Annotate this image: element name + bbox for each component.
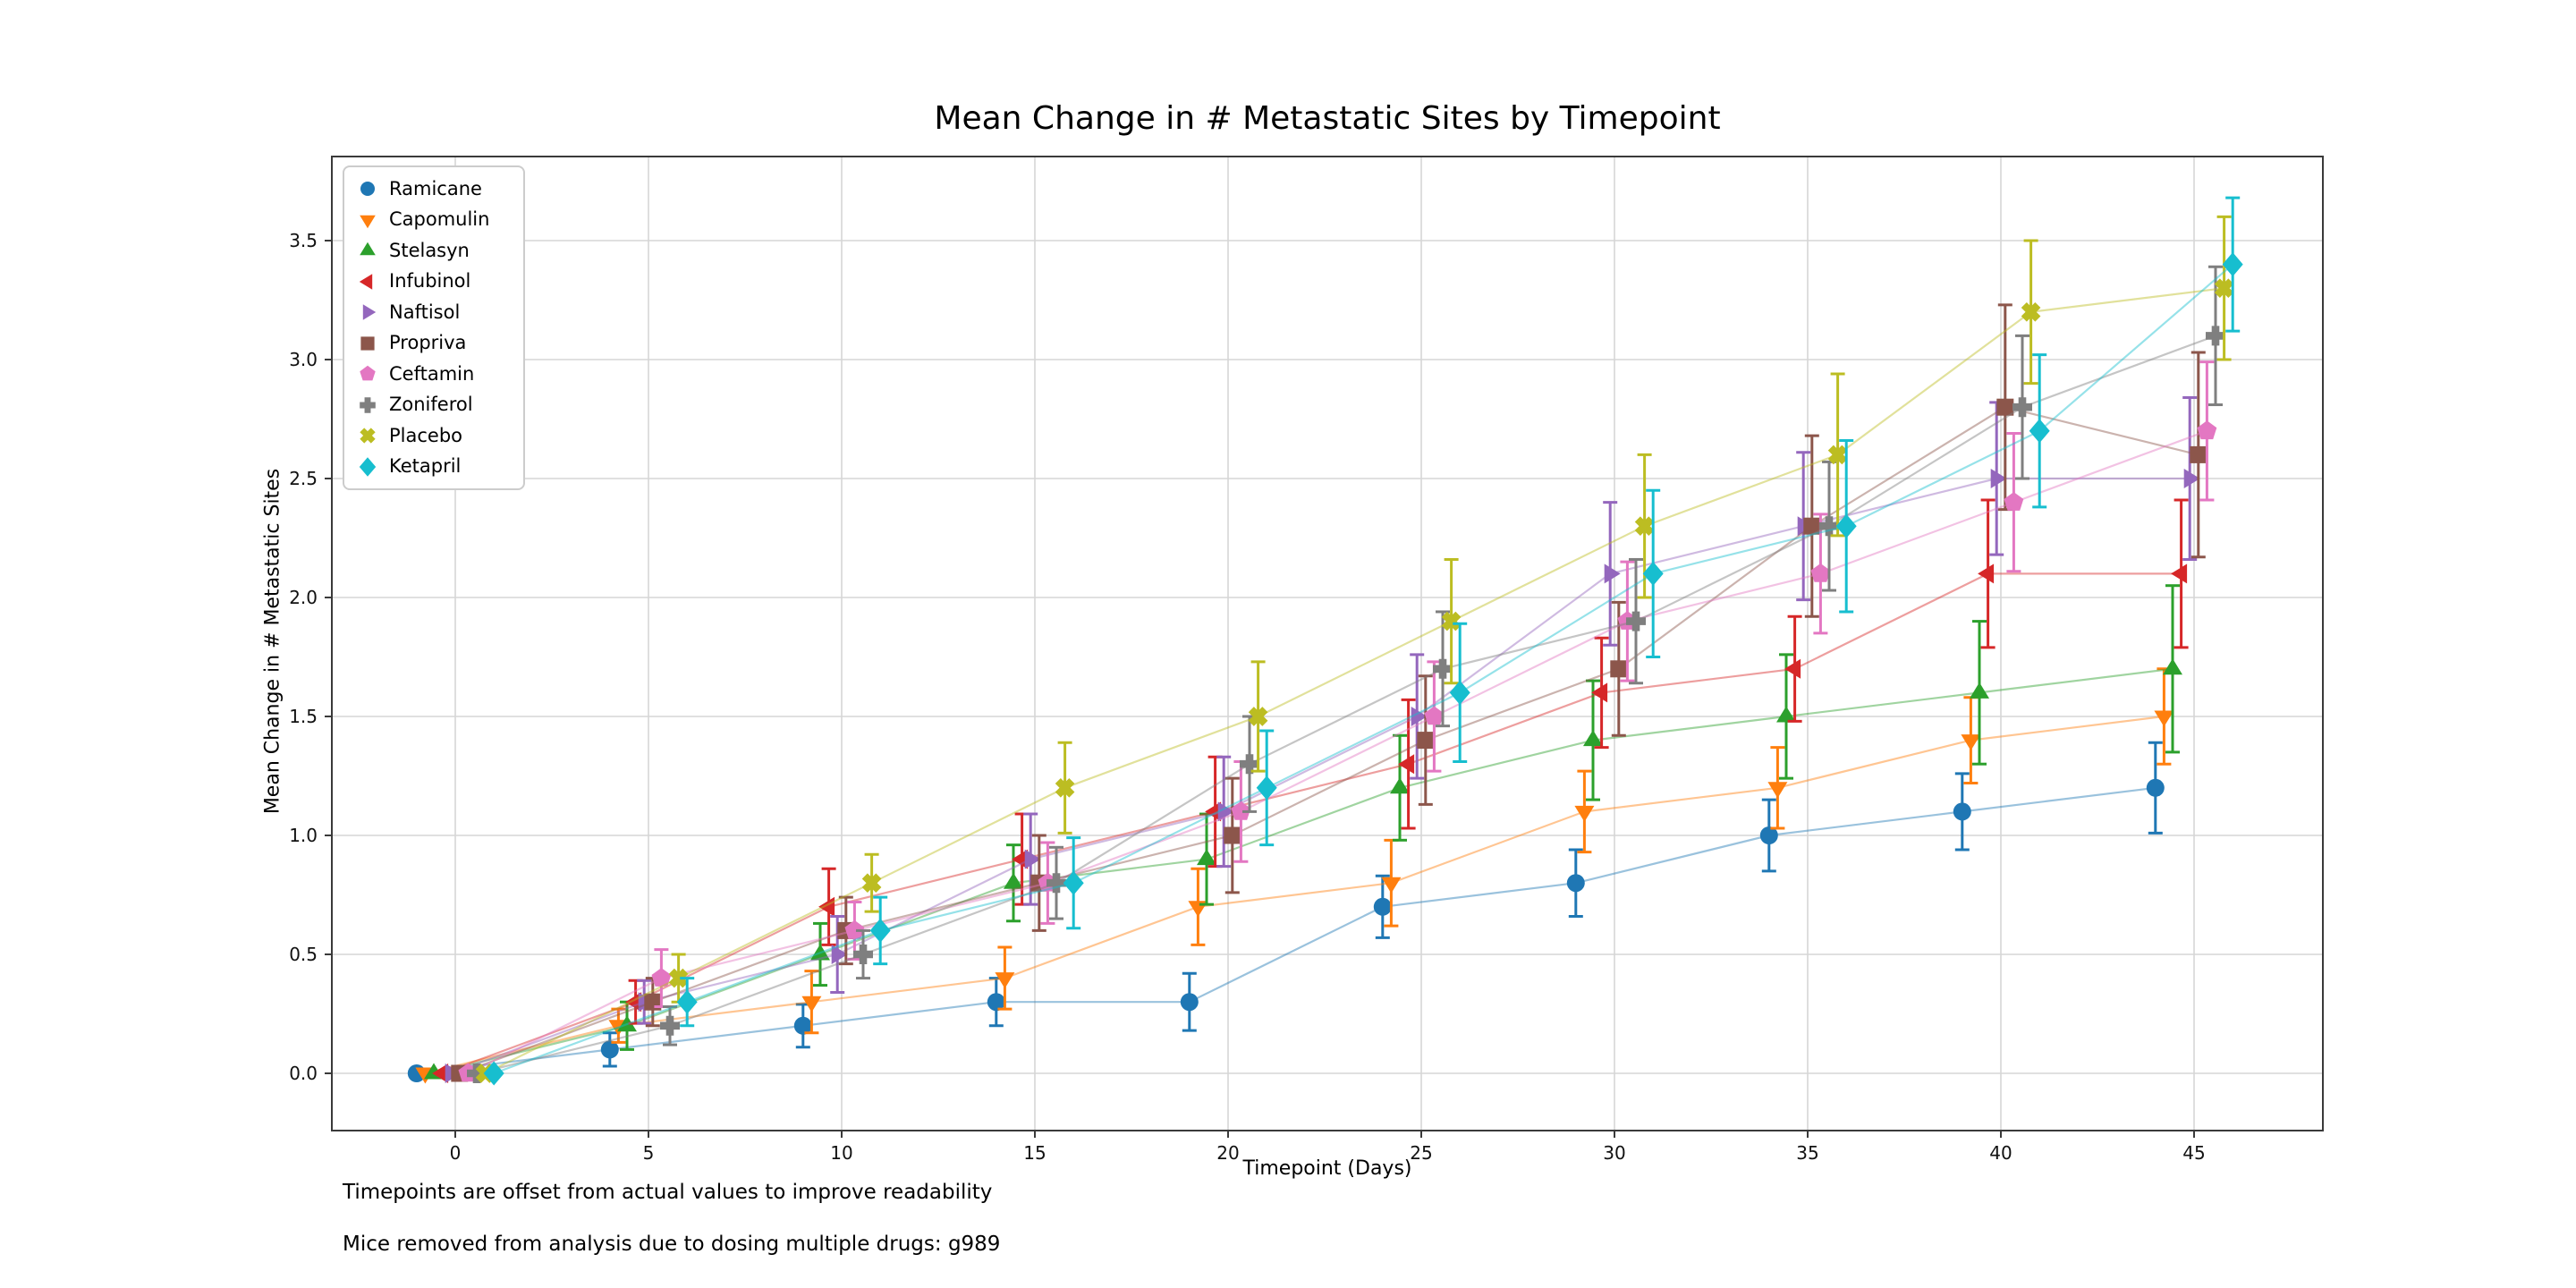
legend-label: Ceftamin: [389, 362, 475, 385]
svg-text:25: 25: [1410, 1142, 1432, 1164]
legend-item-stelasyn: Stelasyn: [344, 238, 523, 263]
legend-item-naftisol: Naftisol: [344, 300, 523, 325]
legend-marker-icon: [362, 304, 377, 321]
legend-item-placebo: Placebo: [344, 423, 523, 448]
annotation-removed-note: Mice removed from analysis due to dosing…: [343, 1233, 1001, 1256]
legend-label: Stelasyn: [389, 239, 470, 261]
series-ceftamin: [458, 360, 2217, 1082]
legend-label: Naftisol: [389, 301, 461, 323]
svg-text:30: 30: [1603, 1142, 1625, 1164]
legend-item-zoniferol: Zoniferol: [344, 393, 523, 418]
legend-item-ceftamin: Ceftamin: [344, 361, 523, 386]
legend-label: Ketapril: [389, 455, 462, 478]
svg-text:2.0: 2.0: [289, 587, 318, 608]
legend-marker-icon: [360, 242, 376, 256]
svg-text:3.0: 3.0: [289, 349, 318, 370]
plot-border: [331, 156, 2324, 1131]
series-infubinol: [432, 498, 2189, 1083]
y-axis-label: Mean Change in # Metastatic Sites: [261, 468, 284, 815]
svg-text:45: 45: [2182, 1142, 2205, 1164]
svg-text:2.5: 2.5: [289, 468, 318, 489]
x-axis-label: Timepoint (Days): [1242, 1157, 1412, 1180]
series-ketapril: [483, 196, 2243, 1086]
svg-text:20: 20: [1216, 1142, 1239, 1164]
legend-label: Capomulin: [389, 208, 490, 231]
gridlines: [332, 157, 2323, 1131]
legend-label: Propriva: [389, 332, 467, 354]
legend-marker-icon: [360, 396, 376, 413]
legend-marker-icon: [360, 336, 375, 351]
legend-marker-icon: [360, 365, 376, 381]
legend-marker-icon: [360, 182, 375, 197]
annotation-offset-note: Timepoints are offset from actual values…: [343, 1181, 993, 1204]
legend-marker-icon: [360, 428, 376, 444]
series-naftisol: [445, 396, 2200, 1083]
legend-marker-icon: [359, 274, 373, 290]
series-ramicane: [407, 741, 2165, 1082]
legend-label: Zoniferol: [389, 394, 473, 416]
svg-text:0: 0: [450, 1142, 462, 1164]
svg-text:40: 40: [1989, 1142, 2012, 1164]
svg-text:3.5: 3.5: [289, 230, 318, 251]
legend-marker-icon: [359, 456, 377, 477]
legend-item-infubinol: Infubinol: [344, 269, 523, 294]
legend-marker-icon: [360, 215, 376, 229]
svg-text:10: 10: [830, 1142, 852, 1164]
svg-text:5: 5: [643, 1142, 655, 1164]
axis-ticks: 0 5 10 15 20 25 30 35 40 45 0.0 0.5 1.0 1.5 2.0 2.5 3.0 3…: [289, 230, 2206, 1164]
svg-text:0.0: 0.0: [289, 1063, 318, 1084]
legend-label: Infubinol: [389, 270, 471, 292]
legend-item-propriva: Propriva: [344, 331, 523, 356]
legend-item-capomulin: Capomulin: [344, 208, 523, 233]
svg-text:0.5: 0.5: [289, 944, 318, 965]
chart-title: Mean Change in # Metastatic Sites by Tim…: [934, 100, 1721, 137]
series-capomulin: [415, 667, 2174, 1084]
svg-text:1.0: 1.0: [289, 825, 318, 846]
legend-label: Ramicane: [389, 177, 482, 199]
legend-item-ramicane: Ramicane: [344, 176, 523, 201]
legend-label: Placebo: [389, 424, 463, 446]
svg-text:15: 15: [1023, 1142, 1046, 1164]
series-placebo: [475, 215, 2234, 1083]
legend: Ramicane Capomulin Stelasyn Infubinol Naftis…: [343, 165, 525, 490]
series-zoniferol: [467, 265, 2225, 1083]
svg-text:1.5: 1.5: [289, 706, 318, 727]
legend-item-ketapril: Ketapril: [344, 454, 523, 479]
svg-text:35: 35: [1796, 1142, 1818, 1164]
